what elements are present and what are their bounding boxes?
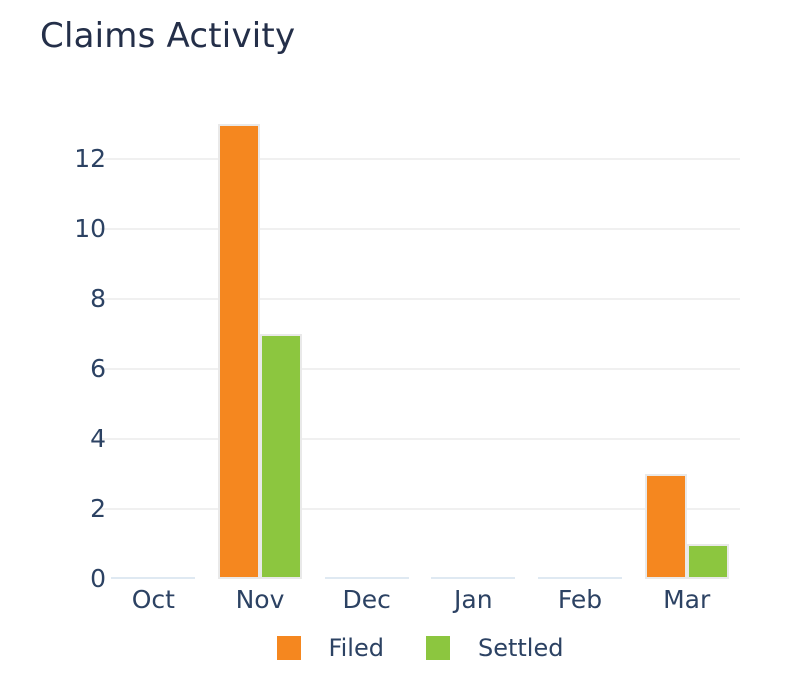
gridline xyxy=(100,228,740,230)
y-axis-tick-label: 2 xyxy=(90,494,106,523)
x-axis-category-label: Nov xyxy=(235,585,285,614)
zero-value-bar-filed[interactable] xyxy=(324,577,367,579)
legend: Filed Settled xyxy=(100,630,740,666)
x-axis-category-label: Jan xyxy=(454,585,493,614)
legend-swatch-settled xyxy=(425,636,450,660)
y-axis-tick-label: 10 xyxy=(74,214,106,243)
y-axis-tick-label: 0 xyxy=(90,564,106,593)
y-axis-tick-label: 12 xyxy=(74,144,106,173)
zero-value-bar-settled[interactable] xyxy=(473,577,516,579)
y-axis-tick-label: 8 xyxy=(90,284,106,313)
gridline xyxy=(100,298,740,300)
gridline xyxy=(100,158,740,160)
x-axis-category-label: Mar xyxy=(663,585,711,614)
y-axis-tick-label: 4 xyxy=(90,424,106,453)
legend-item-filed[interactable]: Filed xyxy=(276,634,384,662)
bar-settled[interactable] xyxy=(686,544,729,579)
gridline xyxy=(100,368,740,370)
legend-label: Settled xyxy=(477,634,564,662)
bar-settled[interactable] xyxy=(260,334,302,579)
x-axis-category-label: Dec xyxy=(342,585,391,614)
bar-filed[interactable] xyxy=(644,474,687,579)
chart-title: Claims Activity xyxy=(40,16,296,56)
zero-value-bar-settled[interactable] xyxy=(580,577,622,579)
x-axis-category-label: Feb xyxy=(557,585,603,614)
legend-swatch-filed xyxy=(276,636,301,660)
zero-value-bar-filed[interactable] xyxy=(431,577,474,579)
gridline xyxy=(100,438,740,440)
y-axis-tick-label: 6 xyxy=(90,354,106,383)
gridline xyxy=(100,508,740,510)
x-axis-category-label: Oct xyxy=(131,585,175,614)
bar-filed[interactable] xyxy=(218,124,260,579)
zero-value-bar-settled[interactable] xyxy=(366,577,409,579)
zero-value-bar-filed[interactable] xyxy=(111,577,154,579)
legend-item-settled[interactable]: Settled xyxy=(425,634,564,662)
zero-value-bar-filed[interactable] xyxy=(538,577,580,579)
legend-label: Filed xyxy=(328,634,384,662)
zero-value-bar-settled[interactable] xyxy=(153,577,196,579)
